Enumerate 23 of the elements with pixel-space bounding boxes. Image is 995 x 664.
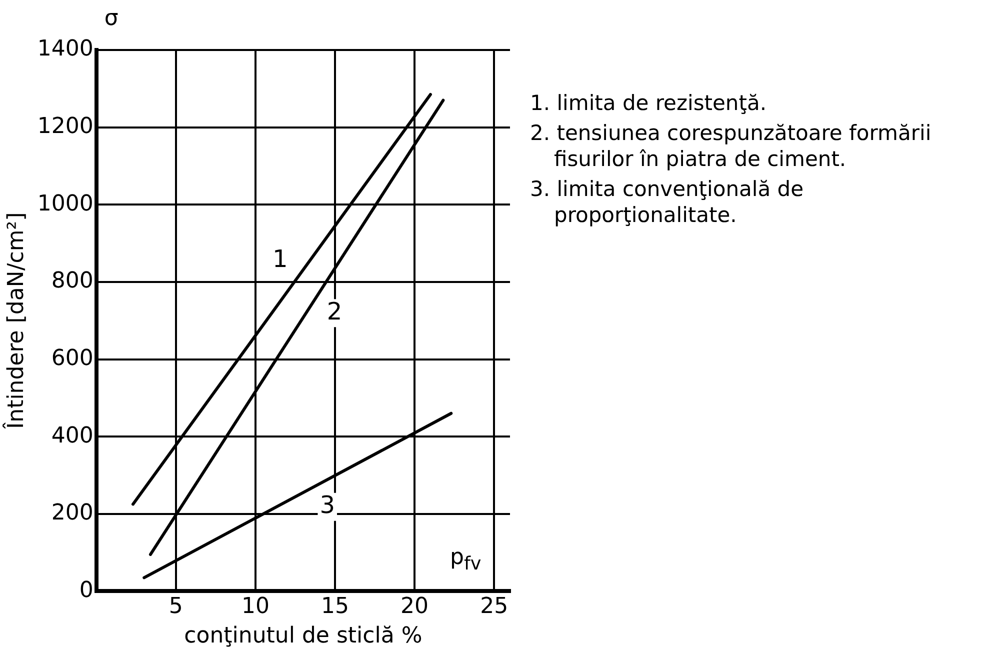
x-tick-label: 5: [168, 594, 183, 620]
y-tick-label: 200: [51, 500, 94, 526]
series-label: 3: [320, 491, 336, 520]
y-tick-label: 1000: [37, 191, 94, 216]
series-label: 2: [326, 297, 342, 326]
text: σ: [104, 6, 118, 32]
y-tick-label: 400: [51, 423, 94, 448]
y-tick-label: 0: [79, 578, 94, 603]
text: 3. limita convenţională de proporţionalitate.: [530, 176, 805, 228]
series-label: 1: [272, 244, 288, 273]
y-tick-label: 600: [51, 346, 94, 371]
y-axis-title: Întindere [daN/cm²]: [2, 212, 29, 430]
x-axis-title: conţinutul de sticlă %: [184, 624, 422, 649]
text: 1. limita de rezistenţă.: [530, 90, 768, 116]
annotation: p$_{fv}$: [450, 545, 482, 577]
y-tick-label: 1200: [37, 114, 94, 140]
y-tick-label: 800: [51, 268, 94, 294]
text: 2. tensiunea corespunzătoare formării fisurilor în piatra de ciment.: [530, 120, 932, 172]
x-tick-label: 15: [321, 594, 350, 620]
x-tick-label: 25: [480, 594, 508, 620]
x-tick-label: 10: [241, 594, 270, 620]
x-tick-label: 20: [400, 594, 429, 620]
y-tick-label: 1400: [37, 36, 94, 62]
